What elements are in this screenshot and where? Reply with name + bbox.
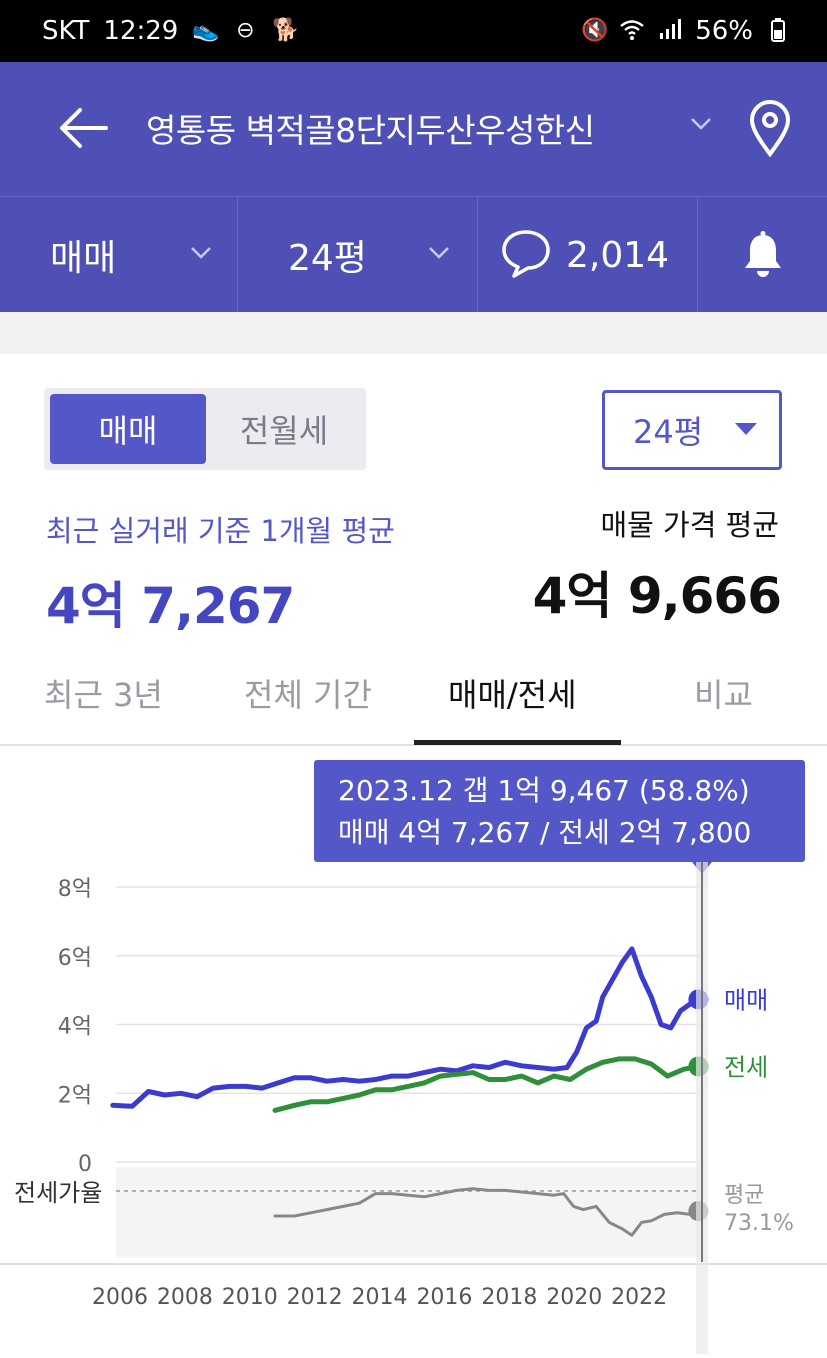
tab-recent-3y[interactable]: 최근 3년 [44, 676, 163, 714]
tooltip-gap-line: 2023.12 갭 1억 9,467 (58.8%) [338, 774, 750, 807]
signal-icon [657, 18, 683, 44]
size-label: 24평 [288, 238, 367, 279]
back-arrow-icon[interactable] [58, 100, 110, 156]
tooltip-price-line: 매매 4억 7,267 / 전세 2억 7,800 [338, 816, 752, 849]
size-select[interactable]: 24평 [238, 197, 478, 313]
comment-count: 2,014 [566, 234, 670, 276]
trade-toggle: 매매 전월세 [44, 388, 366, 470]
x-tick-label: 2018 [481, 1285, 537, 1310]
series-label-jeonse: 전세 [724, 1053, 768, 1081]
y-tick-label: 6억 [58, 946, 92, 971]
listing-avg-value: 4억 9,666 [532, 567, 782, 625]
x-tick-label: 2016 [416, 1285, 472, 1310]
x-tick-label: 2006 [92, 1285, 148, 1310]
ratio-label: 전세가율 [14, 1179, 102, 1207]
recent-avg-value: 4억 7,267 [46, 577, 295, 635]
carrier: SKT [42, 16, 90, 46]
toggle-rent[interactable]: 전월세 [239, 412, 329, 450]
recent-avg-label: 최근 실거래 기준 1개월 평균 [46, 514, 395, 548]
wifi-icon [619, 18, 645, 44]
listing-avg-label: 매물 가격 평균 [600, 508, 779, 542]
x-tick-label: 2014 [352, 1285, 408, 1310]
dog-icon: 🐕 [272, 18, 300, 43]
comments-button[interactable]: 2,014 [478, 197, 698, 313]
trade-type-label: 매매 [50, 238, 117, 279]
y-tick-label: 4억 [58, 1015, 92, 1040]
battery-icon [765, 18, 791, 44]
app-header: 영통동 벽적골8단지두산우성한신 [0, 62, 827, 196]
y-tick-label: 2억 [58, 1083, 92, 1108]
x-tick-label: 2010 [222, 1285, 278, 1310]
battery-level: 56% [695, 16, 753, 46]
chevron-down-icon [428, 241, 450, 266]
filter-bar: 매매 24평 2,014 [0, 196, 827, 313]
trade-type-select[interactable]: 매매 [0, 197, 238, 313]
y-tick-label: 8억 [58, 877, 92, 902]
x-tick-label: 2012 [287, 1285, 343, 1310]
size-dropdown[interactable]: 24평 [602, 390, 782, 470]
ratio-average-value: 73.1% [724, 1211, 794, 1236]
toggle-sale[interactable]: 매매 [50, 394, 206, 464]
x-tick-label: 2022 [611, 1285, 667, 1310]
period-tabs: 최근 3년 전체 기간 매매/전세 비교 [0, 650, 827, 746]
section-divider [0, 312, 827, 354]
series-line-0 [110, 946, 701, 1109]
size-dropdown-label: 24평 [633, 413, 704, 451]
chart-tooltip: 2023.12 갭 1억 9,467 (58.8%) 매매 4억 7,267 /… [314, 760, 805, 874]
bell-icon[interactable] [698, 197, 827, 313]
price-chart[interactable]: 8억 6억 4억 2억 0 2006 2008 2010 2012 2014 2016 2018 202… [0, 862, 827, 1354]
active-tab-indicator [414, 740, 621, 745]
ratio-average-label: 평균 [724, 1183, 764, 1208]
tab-all-period[interactable]: 전체 기간 [244, 676, 372, 714]
sneaker-icon: 👟 [192, 18, 220, 43]
chevron-down-icon [190, 241, 212, 266]
x-tick-label: 2020 [546, 1285, 602, 1310]
y-tick-label: 0 [78, 1152, 92, 1177]
do-not-disturb-icon: ⊖ [236, 18, 255, 43]
chevron-down-icon[interactable] [690, 112, 712, 137]
ratio-band-background [116, 1167, 700, 1257]
apartment-title[interactable]: 영통동 벽적골8단지두산우성한신 [146, 111, 595, 150]
series-label-sale: 매매 [724, 986, 768, 1014]
mute-icon: 🔇 [581, 18, 609, 43]
caret-down-icon [735, 423, 757, 435]
status-bar: SKT 12:29 👟 ⊖ 🐕 🔇 56% [0, 0, 827, 62]
chat-bubble-icon [500, 228, 552, 282]
clock: 12:29 [103, 16, 179, 46]
x-tick-label: 2008 [157, 1285, 213, 1310]
series-line-1 [272, 1056, 701, 1113]
tab-sale-jeonse[interactable]: 매매/전세 [448, 676, 577, 714]
map-pin-icon[interactable] [746, 98, 794, 158]
series-line-2 [273, 1187, 700, 1237]
tab-compare[interactable]: 비교 [694, 676, 753, 714]
